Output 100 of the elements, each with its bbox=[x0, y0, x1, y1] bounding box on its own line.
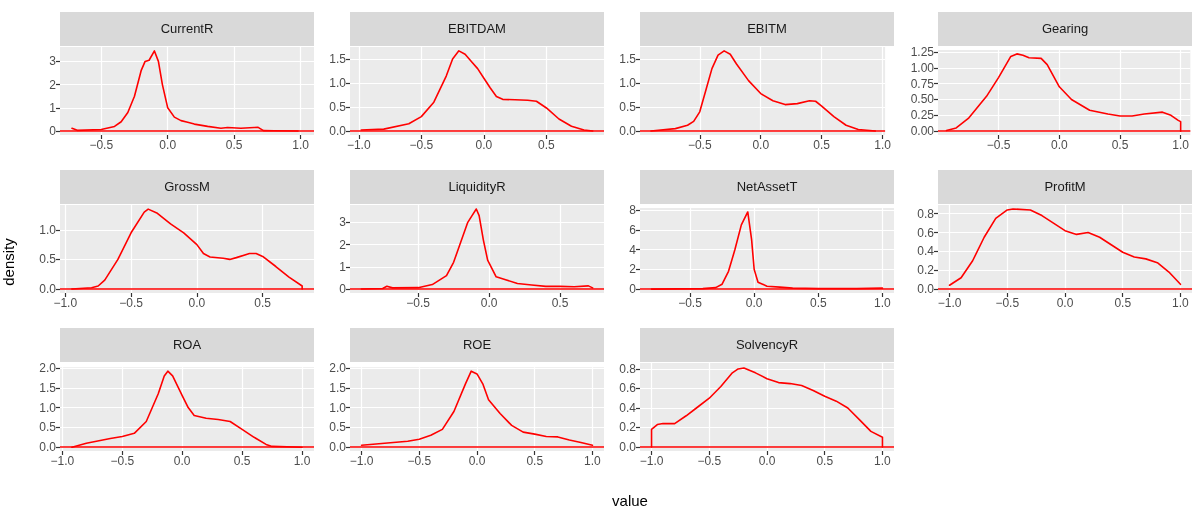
y-tick-label: 1.00 bbox=[910, 60, 935, 75]
y-tick-label: 0.00 bbox=[910, 124, 935, 139]
x-tick-label: 0.0 bbox=[480, 296, 498, 310]
y-tick-label: 0.4 bbox=[917, 244, 935, 259]
x-tick-label: 0.5 bbox=[1111, 138, 1129, 152]
x-tick-label: −0.5 bbox=[687, 138, 712, 152]
y-tick-label: 2 bbox=[49, 77, 57, 92]
y-tick-label: 0.6 bbox=[917, 225, 935, 240]
y-tick-label: 3 bbox=[49, 54, 57, 69]
y-tick-label: 1.0 bbox=[39, 400, 57, 415]
y-tick-label: 1.0 bbox=[329, 76, 347, 91]
y-tick-label: 0.25 bbox=[910, 108, 935, 123]
x-tick-label: 0.5 bbox=[551, 296, 569, 310]
x-tick-label: −0.5 bbox=[995, 296, 1020, 310]
y-tick-label: 1.5 bbox=[329, 380, 347, 395]
y-tick-label: 0.2 bbox=[619, 420, 637, 435]
chart-title: EBITDAM bbox=[350, 12, 604, 46]
y-tick-label: 0.0 bbox=[39, 440, 57, 455]
y-tick-label: 1 bbox=[49, 100, 57, 115]
y-tick-label: 2.0 bbox=[329, 361, 347, 375]
x-tick-label: 1.0 bbox=[584, 454, 602, 468]
x-tick-label: 0.5 bbox=[809, 296, 827, 310]
x-tick-label: 1.0 bbox=[874, 296, 892, 310]
x-tick-label: 0.5 bbox=[254, 296, 272, 310]
x-tick-label: 0.5 bbox=[526, 454, 544, 468]
y-tick-label: 2.0 bbox=[39, 361, 57, 375]
x-tick-label: 0.5 bbox=[813, 138, 831, 152]
x-tick-label: 0.5 bbox=[1114, 296, 1132, 310]
chart-title: Gearing bbox=[938, 12, 1192, 46]
y-tick-label: 0.0 bbox=[39, 281, 57, 296]
x-tick-label: −0.5 bbox=[697, 454, 722, 468]
x-tick-label: 0.0 bbox=[468, 454, 486, 468]
x-tick-label: −0.5 bbox=[110, 454, 135, 468]
chart-title: CurrentR bbox=[60, 12, 314, 46]
y-tick-label: 8 bbox=[629, 203, 637, 217]
chart-title: ROE bbox=[350, 328, 604, 362]
chart-title: ROA bbox=[60, 328, 314, 362]
y-tick-label: 0.75 bbox=[910, 76, 935, 91]
y-tick-label: 0 bbox=[629, 282, 637, 297]
x-tick-label: −0.5 bbox=[89, 138, 114, 152]
y-tick-label: 3 bbox=[339, 215, 347, 230]
y-tick-label: 0.5 bbox=[39, 252, 57, 267]
y-tick-label: 1.25 bbox=[910, 45, 935, 59]
y-tick-label: 0.5 bbox=[329, 420, 347, 435]
y-tick-label: 0.0 bbox=[917, 282, 935, 296]
x-tick-label: −0.5 bbox=[409, 138, 434, 152]
x-tick-label: −1.0 bbox=[937, 296, 962, 310]
chart-title: GrossM bbox=[60, 170, 314, 204]
x-tick-label: −1.0 bbox=[53, 296, 78, 310]
x-axis-title: value bbox=[612, 492, 648, 509]
y-tick-label: 0.6 bbox=[619, 381, 637, 396]
y-tick-label: 0.5 bbox=[619, 100, 637, 115]
x-tick-label: 0.0 bbox=[1050, 138, 1068, 152]
y-tick-label: 6 bbox=[629, 222, 637, 237]
y-axis-title: density bbox=[0, 238, 17, 286]
x-tick-label: 1.0 bbox=[292, 138, 310, 152]
x-tick-label: 0.5 bbox=[816, 454, 834, 468]
x-tick-label: 0.0 bbox=[173, 454, 191, 468]
y-tick-label: 0.0 bbox=[329, 440, 347, 455]
y-tick-label: 1.5 bbox=[39, 380, 57, 395]
x-tick-label: 0.0 bbox=[1056, 296, 1074, 310]
x-tick-label: −0.5 bbox=[678, 296, 703, 310]
x-tick-label: 1.0 bbox=[293, 454, 311, 468]
chart-title: SolvencyR bbox=[640, 328, 894, 362]
x-tick-label: 0.0 bbox=[188, 296, 206, 310]
chart-title: LiquidityR bbox=[350, 170, 604, 204]
x-tick-label: 1.0 bbox=[874, 454, 892, 468]
y-tick-label: 0.8 bbox=[917, 206, 935, 221]
y-tick-label: 4 bbox=[629, 242, 637, 257]
y-tick-label: 0.4 bbox=[619, 400, 637, 415]
chart-title: ProfitM bbox=[938, 170, 1192, 204]
y-tick-label: 0.5 bbox=[329, 100, 347, 115]
y-tick-label: 0.8 bbox=[619, 361, 637, 376]
y-tick-label: 0.0 bbox=[619, 124, 637, 139]
x-tick-label: −0.5 bbox=[407, 454, 432, 468]
x-tick-label: 0.0 bbox=[745, 296, 763, 310]
y-tick-label: 0 bbox=[49, 124, 57, 139]
y-tick-label: 1.0 bbox=[619, 76, 637, 91]
y-tick-label: 1.0 bbox=[329, 400, 347, 415]
y-tick-label: 0.0 bbox=[329, 124, 347, 139]
y-tick-label: 2 bbox=[339, 237, 347, 252]
x-tick-label: −1.0 bbox=[349, 454, 374, 468]
x-tick-label: 0.5 bbox=[225, 138, 243, 152]
y-tick-label: 0.2 bbox=[917, 263, 935, 278]
y-tick-label: 1.0 bbox=[39, 222, 57, 237]
x-tick-label: −1.0 bbox=[639, 454, 664, 468]
x-tick-label: 0.0 bbox=[752, 138, 770, 152]
chart-title: EBITM bbox=[640, 12, 894, 46]
x-tick-label: 0.5 bbox=[538, 138, 556, 152]
x-tick-label: 0.0 bbox=[475, 138, 493, 152]
y-tick-label: 2 bbox=[629, 262, 637, 277]
x-tick-label: 0.5 bbox=[233, 454, 251, 468]
y-tick-label: 1.5 bbox=[619, 52, 637, 66]
x-tick-label: 1.0 bbox=[1172, 138, 1190, 152]
y-tick-label: 1 bbox=[339, 259, 347, 274]
x-tick-label: −0.5 bbox=[986, 138, 1011, 152]
y-tick-label: 0 bbox=[339, 282, 347, 296]
x-tick-label: −1.0 bbox=[346, 138, 371, 152]
x-tick-label: −0.5 bbox=[406, 296, 431, 310]
y-tick-label: 1.5 bbox=[329, 52, 347, 66]
